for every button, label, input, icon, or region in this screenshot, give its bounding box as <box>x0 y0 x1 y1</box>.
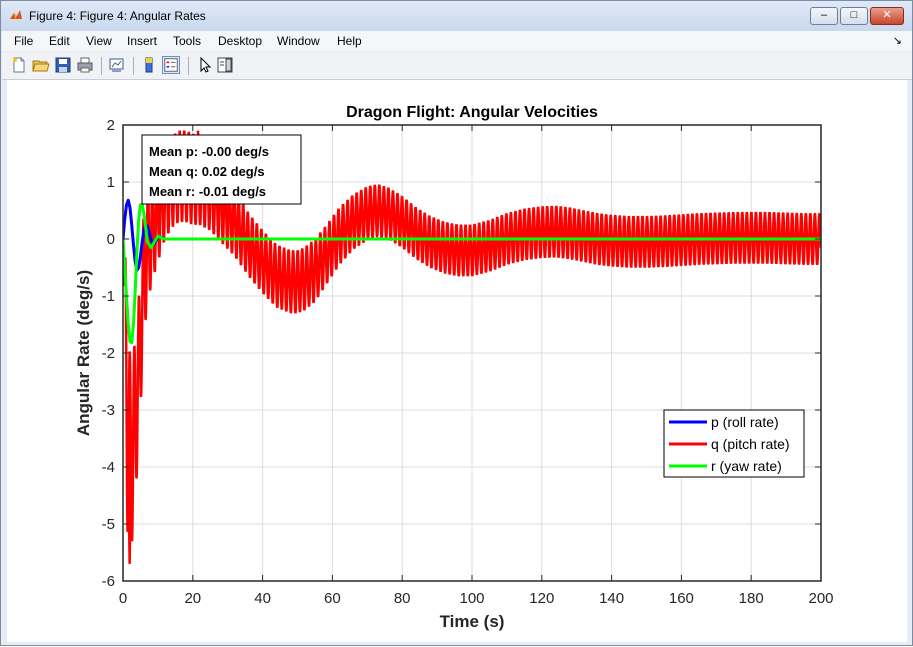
legend-icon[interactable] <box>162 56 180 74</box>
toolbar <box>2 52 912 80</box>
x-tick-label: 180 <box>739 590 764 607</box>
y-tick-label: -2 <box>102 345 115 362</box>
x-tick-label: 120 <box>529 590 554 607</box>
minimize-button[interactable]: – <box>810 7 838 25</box>
toolbar-separator <box>101 57 102 75</box>
link-plot-icon[interactable] <box>108 56 126 74</box>
legend-entry: r (yaw rate) <box>711 458 782 474</box>
property-editor-icon[interactable] <box>216 56 234 74</box>
menu-file[interactable]: File <box>14 34 34 48</box>
x-tick-label: 100 <box>459 590 484 607</box>
legend-entry: q (pitch rate) <box>711 436 790 452</box>
x-tick-label: 0 <box>119 590 127 607</box>
colorbar-icon[interactable] <box>140 56 158 74</box>
x-tick-label: 40 <box>254 590 271 607</box>
x-tick-label: 20 <box>184 590 201 607</box>
menu-edit[interactable]: Edit <box>49 34 70 48</box>
mean-annotation-box <box>141 134 302 205</box>
y-axis-label: Angular Rate (deg/s) <box>74 270 93 436</box>
x-tick-label: 80 <box>394 590 411 607</box>
series-q-pitch-line <box>123 130 821 542</box>
menu-window[interactable]: Window <box>277 34 320 48</box>
dock-arrow-icon[interactable]: ↘ <box>892 35 902 47</box>
y-tick-label: 1 <box>107 174 115 191</box>
y-tick-label: -4 <box>102 459 115 476</box>
series-group <box>123 130 821 564</box>
y-tick-label: -5 <box>102 516 115 533</box>
y-tick-label: -6 <box>102 573 115 590</box>
y-tick-label: -3 <box>102 402 115 419</box>
menu-view[interactable]: View <box>86 34 112 48</box>
x-tick-label: 200 <box>808 590 833 607</box>
toolbar-separator <box>133 57 134 75</box>
y-tick-label: -1 <box>102 288 115 305</box>
y-tick-label: 0 <box>107 231 115 248</box>
mean-annotation-line: Mean p: -0.00 deg/s <box>149 144 269 159</box>
print-icon[interactable] <box>76 56 94 74</box>
pointer-icon[interactable] <box>196 56 214 74</box>
maximize-button[interactable]: □ <box>840 7 868 25</box>
chart-title: Dragon Flight: Angular Velocities <box>346 104 598 121</box>
menu-tools[interactable]: Tools <box>173 34 202 48</box>
x-tick-label: 140 <box>599 590 624 607</box>
series-q-min-spike <box>126 444 133 564</box>
title-bar[interactable]: Figure 4: Figure 4: Angular Rates – □ ✕ <box>1 1 912 31</box>
new-figure-icon[interactable] <box>10 56 28 74</box>
close-button[interactable]: ✕ <box>870 7 904 25</box>
figure-canvas: 0 20 40 60 80 100 120 140 160 180 200 2 1 0 -1 -2 -3 -4 -5… <box>7 80 907 642</box>
series-r-yaw-line <box>123 203 821 345</box>
menu-desktop[interactable]: Desktop <box>218 34 263 48</box>
save-icon[interactable] <box>54 56 72 74</box>
open-file-icon[interactable] <box>32 56 50 74</box>
mean-annotation-line: Mean q: 0.02 deg/s <box>149 164 265 179</box>
x-tick-label: 160 <box>669 590 694 607</box>
x-axis-label: Time (s) <box>440 612 505 631</box>
x-tick-label: 60 <box>324 590 341 607</box>
legend-entry: p (roll rate) <box>711 414 779 430</box>
mean-annotation-line: Mean r: -0.01 deg/s <box>149 184 266 199</box>
menu-bar: File Edit View Insert Tools Desktop Wind… <box>2 31 912 51</box>
menu-insert[interactable]: Insert <box>127 34 158 48</box>
y-tick-label: 2 <box>107 117 115 134</box>
window-title: Figure 4: Figure 4: Angular Rates <box>29 9 206 23</box>
matlab-logo-icon <box>10 10 22 19</box>
angular-rates-chart[interactable]: 0 20 40 60 80 100 120 140 160 180 200 2 1 0 -1 -2 -3 -4 -5… <box>7 80 907 642</box>
menu-help[interactable]: Help <box>337 34 362 48</box>
toolbar-separator <box>188 57 189 75</box>
